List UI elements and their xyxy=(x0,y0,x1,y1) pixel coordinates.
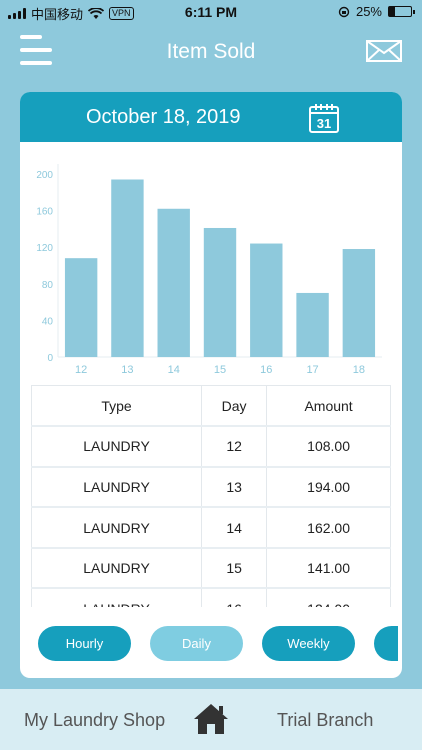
bar-18 xyxy=(342,249,376,357)
cell-amount: 141.00 xyxy=(266,546,391,589)
tab-hourly[interactable]: Hourly xyxy=(38,626,131,661)
status-bar: 中国移动 VPN 6:11 PM 25% xyxy=(0,0,422,24)
cell-type: LAUNDRY xyxy=(31,587,203,607)
status-right: 25% xyxy=(338,4,415,19)
cell-day: 12 xyxy=(201,425,268,468)
period-tabs: Hourly Daily Weekly xyxy=(38,626,398,662)
y-tick-label: 120 xyxy=(36,243,53,254)
cell-type: LAUNDRY xyxy=(31,506,203,549)
app-header: Item Sold xyxy=(0,26,422,78)
status-left: 中国移动 VPN xyxy=(8,4,134,23)
vpn-badge: VPN xyxy=(109,7,134,20)
wifi-icon xyxy=(88,7,105,19)
battery-icon xyxy=(388,6,415,17)
cell-day: 15 xyxy=(201,546,268,589)
column-header-day: Day xyxy=(201,385,268,427)
home-icon[interactable] xyxy=(193,702,229,736)
cell-day: 16 xyxy=(201,587,268,607)
y-tick-label: 160 xyxy=(36,207,53,218)
x-tick-label: 14 xyxy=(168,364,180,376)
x-tick-label: 12 xyxy=(75,364,87,376)
y-tick-label: 80 xyxy=(42,280,54,291)
cell-type: LAUNDRY xyxy=(31,425,203,468)
cell-type: LAUNDRY xyxy=(31,465,203,508)
bottom-bar: My Laundry Shop Trial Branch xyxy=(0,689,422,750)
x-tick-label: 18 xyxy=(353,364,365,376)
x-tick-label: 16 xyxy=(260,364,272,376)
y-tick-label: 0 xyxy=(47,353,53,364)
bar-15 xyxy=(203,227,237,357)
branch-name[interactable]: Trial Branch xyxy=(277,710,374,730)
table-row: LAUNDRY 12 108.00 xyxy=(31,425,391,468)
bar-13 xyxy=(111,179,144,357)
shop-name[interactable]: My Laundry Shop xyxy=(24,710,166,730)
date-bar: October 18, 2019 31 xyxy=(20,92,402,142)
page-title: Item Sold xyxy=(166,40,256,63)
cell-amount: 194.00 xyxy=(266,465,391,508)
cell-amount: 108.00 xyxy=(266,425,391,468)
cell-type: LAUNDRY xyxy=(31,546,203,589)
bar-chart: 0 40 80 120 160 200 12 13 14 15 16 17 18 xyxy=(36,164,382,376)
report-card: October 18, 2019 31 0 40 80 120 160 200 12 13 14… xyxy=(20,92,402,678)
cell-day: 13 xyxy=(201,465,268,508)
status-time: 6:11 PM xyxy=(184,4,238,20)
hamburger-menu-icon[interactable] xyxy=(20,35,52,67)
y-tick-label: 40 xyxy=(42,316,54,327)
envelope-icon[interactable] xyxy=(366,40,402,62)
table-header-row: Type Day Amount xyxy=(31,385,391,427)
orientation-lock-icon xyxy=(338,6,350,17)
cell-amount: 162.00 xyxy=(266,506,391,549)
tab-monthly[interactable] xyxy=(374,626,398,661)
tab-daily[interactable]: Daily xyxy=(150,626,243,661)
battery-percent: 25% xyxy=(355,4,382,19)
sales-table: Type Day Amount LAUNDRY 12 108.00 LAUNDR… xyxy=(31,385,391,607)
selected-date: October 18, 2019 xyxy=(86,106,241,128)
table-row: LAUNDRY 15 141.00 xyxy=(31,546,391,589)
battery-fill xyxy=(389,7,395,16)
x-tick-label: 13 xyxy=(121,364,133,376)
bar-14 xyxy=(157,208,190,357)
calendar-icon[interactable]: 31 xyxy=(308,102,340,134)
bar-17 xyxy=(296,292,329,357)
carrier-label: 中国移动 xyxy=(31,7,84,22)
bar-12 xyxy=(64,258,98,357)
cell-amount: 124.00 xyxy=(266,587,391,607)
table-row: LAUNDRY 14 162.00 xyxy=(31,506,391,549)
bar-16 xyxy=(250,243,283,357)
table-row: LAUNDRY 16 124.00 xyxy=(31,587,391,607)
x-tick-label: 15 xyxy=(214,364,226,376)
signal-icon xyxy=(8,8,26,19)
column-header-amount: Amount xyxy=(266,385,391,427)
tab-weekly[interactable]: Weekly xyxy=(262,626,355,661)
y-tick-label: 200 xyxy=(36,170,53,181)
cell-day: 14 xyxy=(201,506,268,549)
calendar-day: 31 xyxy=(317,116,331,131)
table-row: LAUNDRY 13 194.00 xyxy=(31,465,391,508)
column-header-type: Type xyxy=(31,385,203,427)
x-tick-label: 17 xyxy=(306,364,318,376)
